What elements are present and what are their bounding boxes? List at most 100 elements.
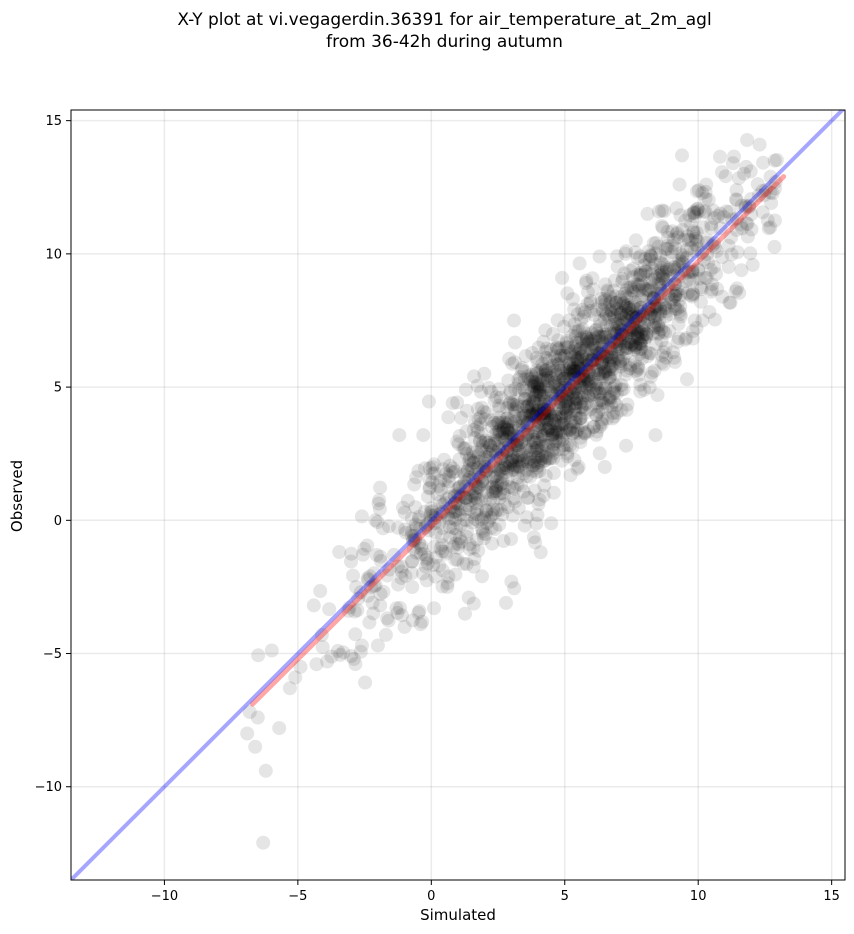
data-point xyxy=(544,407,559,422)
data-point xyxy=(549,431,564,446)
data-point xyxy=(634,337,649,352)
data-point xyxy=(574,312,589,327)
data-point xyxy=(306,598,321,613)
data-point xyxy=(537,404,552,419)
data-point xyxy=(671,317,686,332)
data-point xyxy=(721,260,736,274)
data-point xyxy=(659,273,674,288)
data-point xyxy=(550,387,565,402)
data-point xyxy=(448,512,463,527)
data-point xyxy=(633,312,648,327)
data-point xyxy=(612,356,627,371)
data-point xyxy=(373,598,388,613)
data-point xyxy=(628,321,643,336)
data-point xyxy=(634,333,649,348)
data-point xyxy=(532,443,547,458)
data-point xyxy=(430,487,445,502)
data-point xyxy=(471,479,486,494)
data-point xyxy=(474,426,489,440)
data-point xyxy=(695,313,710,328)
data-point xyxy=(509,436,524,451)
data-point xyxy=(459,491,474,506)
data-point xyxy=(638,251,652,266)
data-point xyxy=(519,510,534,525)
data-point xyxy=(580,372,595,387)
data-point xyxy=(342,600,357,615)
data-point xyxy=(688,231,703,246)
data-point xyxy=(626,316,641,331)
data-point xyxy=(514,363,529,377)
data-point xyxy=(566,392,581,407)
x-axis-label: Simulated xyxy=(420,906,496,924)
data-point xyxy=(690,184,704,199)
data-point xyxy=(324,649,339,664)
data-point xyxy=(436,462,451,477)
data-point xyxy=(594,415,609,430)
data-point xyxy=(600,399,615,414)
data-point xyxy=(557,319,571,334)
data-point xyxy=(357,541,372,556)
data-point xyxy=(648,246,663,261)
data-point xyxy=(530,455,545,470)
data-point xyxy=(563,414,578,429)
data-point xyxy=(656,324,671,339)
data-point xyxy=(626,335,641,350)
data-point xyxy=(514,435,529,450)
data-point xyxy=(515,411,530,425)
data-point xyxy=(436,505,451,520)
data-point xyxy=(670,302,685,317)
data-point xyxy=(582,367,597,382)
data-point xyxy=(458,382,473,397)
data-point xyxy=(640,349,655,364)
data-point xyxy=(491,398,506,413)
data-point xyxy=(577,424,592,439)
data-point xyxy=(474,512,489,527)
data-point xyxy=(648,428,663,443)
data-point xyxy=(560,404,574,419)
data-point xyxy=(768,181,782,196)
data-point xyxy=(487,415,502,430)
data-point xyxy=(527,454,542,468)
data-point xyxy=(544,385,559,400)
data-point xyxy=(626,309,641,324)
data-point xyxy=(562,367,577,382)
data-point xyxy=(516,423,531,437)
data-point xyxy=(698,270,713,285)
data-point xyxy=(690,242,705,256)
data-point xyxy=(759,183,773,197)
data-point xyxy=(653,304,668,319)
data-point xyxy=(555,429,570,444)
data-point xyxy=(635,304,650,319)
data-point xyxy=(709,244,724,259)
data-point xyxy=(661,278,676,293)
data-point xyxy=(420,550,435,565)
data-point xyxy=(728,192,743,207)
data-point xyxy=(398,568,413,583)
plot-frame xyxy=(70,109,846,881)
data-point xyxy=(656,357,671,372)
data-point xyxy=(579,331,594,346)
data-point xyxy=(537,397,552,412)
data-point xyxy=(623,314,637,329)
data-point xyxy=(447,496,462,511)
data-point xyxy=(666,345,681,360)
data-point xyxy=(713,149,727,164)
data-point xyxy=(626,299,641,314)
data-point xyxy=(516,466,531,481)
data-point xyxy=(599,307,614,322)
data-point xyxy=(679,331,694,346)
data-point xyxy=(615,315,630,330)
data-point xyxy=(596,336,611,351)
data-point xyxy=(627,329,642,344)
data-point xyxy=(542,353,557,368)
data-point xyxy=(533,394,548,409)
data-point xyxy=(634,319,649,334)
data-point xyxy=(371,496,386,511)
data-point xyxy=(613,290,628,305)
data-point xyxy=(649,320,664,335)
data-point xyxy=(558,349,573,364)
data-point xyxy=(643,307,658,321)
data-point xyxy=(580,332,595,347)
data-point xyxy=(687,244,702,258)
data-point xyxy=(597,291,612,306)
